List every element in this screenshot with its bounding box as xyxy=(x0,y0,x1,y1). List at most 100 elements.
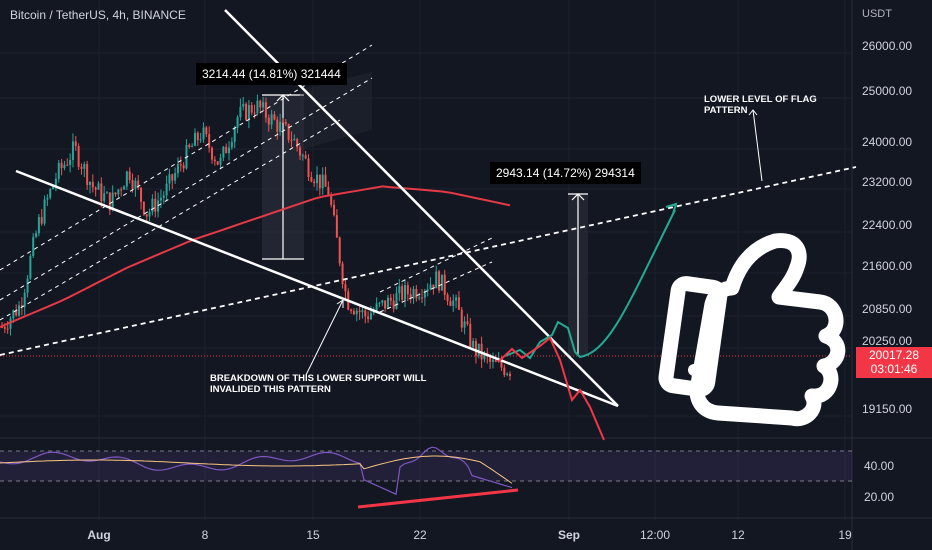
candle-body xyxy=(233,127,236,142)
candle-body xyxy=(60,162,63,169)
candle-body xyxy=(455,297,458,301)
price-tick: 20250.00 xyxy=(862,334,913,348)
candle-body xyxy=(412,288,415,299)
candle-body xyxy=(392,300,395,309)
candle-body xyxy=(489,356,492,362)
time-tick: Aug xyxy=(87,528,111,542)
candle-body xyxy=(438,271,441,291)
candle-body xyxy=(375,303,378,311)
time-tick: 12 xyxy=(731,528,745,542)
candle-body xyxy=(395,293,398,309)
bar-countdown: 03:01:46 xyxy=(870,362,918,376)
time-tick: Sep xyxy=(557,528,581,542)
candle-body xyxy=(494,359,497,362)
trend-lines xyxy=(0,9,857,441)
candle-body xyxy=(117,189,120,195)
candle-body xyxy=(103,193,106,202)
candle-body xyxy=(176,164,179,174)
candle-body xyxy=(367,316,370,320)
candle-body xyxy=(469,323,472,347)
candle-body xyxy=(250,105,253,113)
candle-body xyxy=(344,284,347,292)
measure-label-upper: 3214.44 (14.81%) 321444 xyxy=(196,63,347,85)
current-price-value: 20017.28 xyxy=(868,348,920,362)
candlesticks xyxy=(1,94,511,381)
candle-body xyxy=(159,197,162,201)
candle-body xyxy=(352,311,355,315)
candle-body xyxy=(293,139,296,141)
candle-body xyxy=(191,145,194,148)
candle-body xyxy=(500,360,503,368)
candle-body xyxy=(273,114,276,120)
candle-body xyxy=(307,158,310,178)
candle-body xyxy=(386,297,389,309)
candle-body xyxy=(137,180,140,188)
candle-body xyxy=(421,297,424,299)
candle-body xyxy=(74,141,77,147)
candle-body xyxy=(406,284,409,295)
candle-body xyxy=(151,198,154,212)
candle-body xyxy=(310,177,313,182)
candle-body xyxy=(398,285,401,294)
candle-body xyxy=(9,318,12,329)
price-tick: 22400.00 xyxy=(862,218,913,232)
candle-body xyxy=(463,321,466,328)
candle-body xyxy=(202,127,205,140)
candle-body xyxy=(35,233,38,237)
candle-body xyxy=(6,328,9,330)
candle-body xyxy=(46,197,49,200)
candle-body xyxy=(239,106,242,118)
candle-body xyxy=(378,302,381,304)
bearish-projection-path xyxy=(497,336,605,441)
pointer-arrowhead xyxy=(336,299,344,308)
candle-body xyxy=(262,102,265,108)
candle-body xyxy=(162,195,165,198)
candle-body xyxy=(358,310,361,313)
time-tick: 15 xyxy=(306,528,320,542)
candle-body xyxy=(372,310,375,314)
bullish-projection-path xyxy=(504,209,676,360)
candle-body xyxy=(211,147,214,160)
candle-body xyxy=(327,186,330,196)
candle-body xyxy=(432,284,435,289)
candle-body xyxy=(179,164,182,166)
candle-body xyxy=(199,139,202,141)
candle-body xyxy=(37,217,40,234)
candle-body xyxy=(418,297,421,299)
candle-body xyxy=(20,305,23,307)
candle-body xyxy=(449,301,452,306)
candle-body xyxy=(423,290,426,298)
candle-body xyxy=(389,297,392,301)
candle-body xyxy=(216,161,219,165)
candle-body xyxy=(290,139,293,141)
candle-body xyxy=(264,102,267,118)
candle-body xyxy=(1,326,3,328)
candle-body xyxy=(330,195,333,205)
candle-body xyxy=(171,174,174,181)
candle-body xyxy=(361,310,364,313)
candle-body xyxy=(270,114,273,125)
candle-body xyxy=(154,198,157,212)
candle-body xyxy=(369,313,372,320)
candle-body xyxy=(125,171,128,187)
candle-body xyxy=(23,292,26,307)
candle-body xyxy=(18,305,21,316)
candle-body xyxy=(91,181,94,188)
time-tick: 12:00 xyxy=(639,528,671,542)
candle-body xyxy=(182,165,185,169)
candle-body xyxy=(57,162,60,179)
candle-body xyxy=(401,285,404,300)
candle-body xyxy=(97,183,100,190)
candle-body xyxy=(446,294,449,302)
time-tick: 8 xyxy=(201,528,209,542)
candle-body xyxy=(296,139,299,148)
candle-body xyxy=(259,100,262,108)
candle-body xyxy=(321,174,324,189)
candle-body xyxy=(304,155,307,159)
price-tick: 24000.00 xyxy=(862,135,913,149)
price-tick: 19150.00 xyxy=(862,402,913,416)
price-tick: 25000.00 xyxy=(862,84,913,98)
flag-annotation-pointer xyxy=(752,109,763,182)
candle-body xyxy=(140,187,143,202)
